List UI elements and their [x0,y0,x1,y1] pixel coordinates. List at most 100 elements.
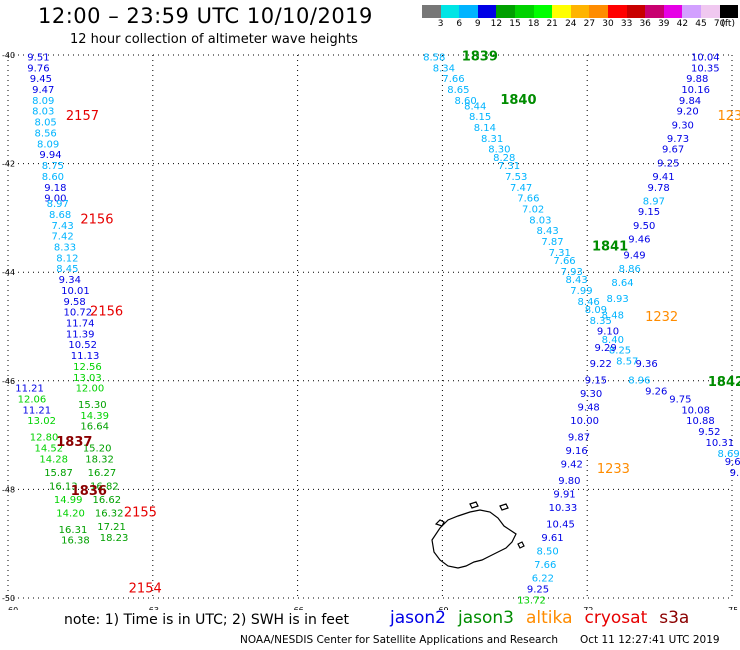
credit-text: NOAA/NESDIS Center for Satellite Applica… [240,634,558,646]
wave-height-label: 7.66 [553,256,575,267]
colorbar-label: 21 [546,19,558,29]
wave-height-label: 14.99 [54,495,83,506]
wave-height-label: 8.03 [529,215,551,226]
wave-height-label: 8.14 [474,123,496,134]
colorbar-label: 70 [713,19,726,29]
wave-height-label: 8.44 [464,101,486,112]
colorbar-swatch [607,5,627,18]
colorbar-swatch [682,5,701,18]
wave-height-label: 10.04 [691,52,720,63]
wave-height-label: 8.96 [628,376,650,387]
wave-height-label: 9.48 [578,403,600,414]
page-title: 12:00 – 23:59 UTC 10/10/2019 [38,4,373,28]
wave-height-label: 16.32 [95,509,124,520]
colorbar-label: 15 [509,19,521,29]
colorbar-swatch [552,5,571,18]
wave-height-label: 9.15 [638,207,660,218]
lat-tick-label: -40 [2,51,15,60]
wave-height-label: 13.03 [73,373,102,384]
wave-height-label: 10.88 [686,416,715,427]
wave-height-label: 8.30 [488,145,510,156]
colorbar-label: 9 [474,19,481,29]
wave-height-label: 7.93 [561,267,583,278]
colorbar-label: 42 [676,19,689,29]
wave-height-label: 8.60 [42,172,64,183]
wave-height-label: 16.38 [61,536,90,547]
wave-height-label: 9.94 [39,150,61,161]
wave-height-label: 9.45 [30,74,52,85]
wave-height-label: 9.58 [64,297,86,308]
wave-height-label: 10.31 [705,438,734,449]
wave-height-label: 9.78 [648,183,670,194]
wave-height-label: 9.6 [725,457,740,468]
wave-height-label: 9.10 [597,327,619,338]
wave-height-label: 13.02 [27,416,56,427]
wave-height-label: 11.21 [15,384,44,395]
wave-height-label: 10.52 [68,340,97,351]
wave-height-label: 9.52 [698,427,720,438]
wave-height-label: 8.03 [32,107,54,118]
colorbar-label: 6 [456,19,463,29]
wave-height-label: 9.67 [662,145,684,156]
colorbar-swatch [496,5,515,18]
wave-height-label: 16.27 [88,468,117,479]
wave-height-label: 12.56 [73,362,102,373]
wave-height-label: 7.87 [541,237,563,248]
lat-tick-label: -46 [2,377,15,386]
wave-height-label: 8.56 [35,128,57,139]
lat-tick-label: -44 [2,268,15,277]
note-text: note: 1) Time is in UTC; 2) SWH is in fe… [64,612,350,628]
wave-height-label: 9.36 [635,359,657,370]
wave-height-label: 8.86 [619,264,641,275]
colorbar-label: 36 [639,19,651,29]
wave-height-label: 14.28 [39,454,68,465]
wave-height-label: 8.46 [578,297,600,308]
wave-height-label: 16.62 [92,495,121,506]
wave-height-label: 9.51 [27,52,49,63]
colorbar-labels: 3 6 9 12 15 18 21 24 27 30 33 36 39 42 45 70 (ft) [422,19,740,33]
pass-time-label: 1840 [500,93,536,108]
mission-s3a: s3a [659,608,690,628]
wave-height-label: 8.31 [481,134,503,145]
wave-height-label: 10.45 [546,519,575,530]
lat-tick-label: -48 [2,485,15,494]
pass-time-label: 1232 [645,310,678,325]
wave-height-label: 8.58 [423,52,445,63]
pass-time-label: 1841 [592,239,628,254]
colorbar-label: 12 [490,19,503,29]
wave-height-label: 8.57 [616,357,638,368]
wave-height-label: 16.82 [90,481,119,492]
wave-height-label: 14.39 [80,411,109,422]
wave-height-label: 7.47 [510,183,532,194]
wave-height-label: 8.48 [602,310,624,321]
wave-height-label: 8.60 [454,96,476,107]
mission-cryosat: cryosat [584,608,648,628]
colorbar-label: 27 [583,19,596,29]
wave-height-label: 7.31 [549,248,571,259]
wave-height-label: 9.30 [580,389,602,400]
mission-legend: jason2 jason3 altika cryosat s3a [390,608,701,628]
colorbar-label: 3 [437,19,444,29]
lon-tick-label: 69 [438,606,448,610]
wave-height-observations: 9.519.769.459.478.098.038.058.568.099.94… [15,52,740,606]
colorbar-swatch [570,5,590,18]
lon-tick-label: 75 [728,606,738,610]
wave-height-label: 8.97 [643,196,665,207]
wave-height-label: 9.22 [590,359,612,370]
wave-height-label: 8.40 [602,335,624,346]
colorbar-swatch [514,5,534,18]
wave-height-label: 10.08 [681,405,710,416]
wave-height-label: 7.99 [570,286,592,297]
wave-height-label: 9.30 [672,120,694,131]
wave-height-label: 10.33 [549,503,578,514]
colorbar-swatch [719,5,739,18]
wave-height-label: 8.64 [611,278,633,289]
mission-jason3: jason3 [458,608,514,628]
pass-time-label: 2156 [90,305,123,320]
colorbar-swatch [533,5,553,18]
grid-lines [7,54,733,599]
wave-height-label: 9.91 [553,490,575,501]
lon-tick-label: 66 [294,606,304,610]
wave-height-label: 9.00 [44,194,66,205]
wave-height-label: 10.00 [570,416,599,427]
